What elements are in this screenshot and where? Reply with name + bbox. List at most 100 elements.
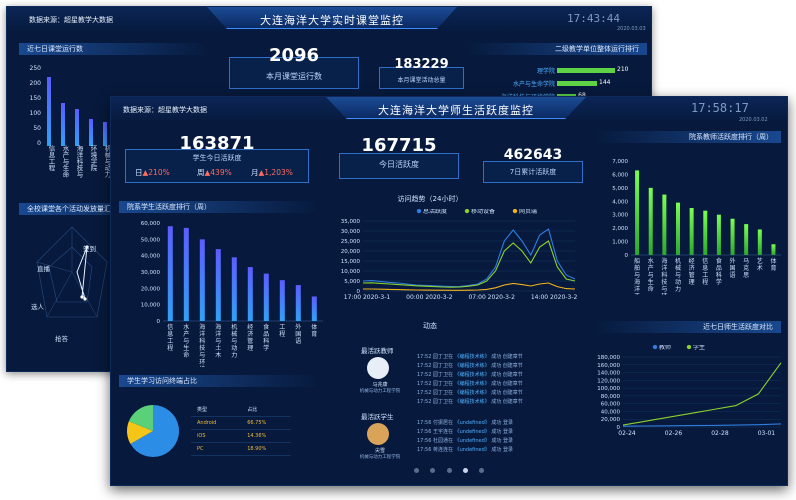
carousel-dot[interactable]	[446, 468, 452, 473]
x-tick-label-char: 语	[295, 337, 301, 345]
rank-row: 理学院 210	[477, 65, 647, 75]
bar	[676, 202, 680, 255]
feed-token: 蒋连连在	[433, 447, 455, 453]
kpi3-label: 7日累计活跃度	[509, 168, 557, 176]
feed-token: 17:56	[417, 420, 433, 426]
carousel-dot[interactable]	[430, 468, 436, 473]
month-label: 月	[251, 168, 259, 177]
pie-slice	[128, 405, 153, 431]
y-tick-label: 60,000	[601, 402, 621, 408]
x-tick-label-char: 船	[634, 257, 640, 265]
y-tick-label: 35,000	[341, 219, 361, 225]
table-cell: Android	[191, 416, 242, 430]
bar	[730, 218, 735, 255]
feed-token: 成功	[491, 363, 503, 369]
bar	[279, 280, 285, 321]
x-tick-label: 17:00 2020-3-1	[344, 294, 391, 301]
y-tick-label: 250	[29, 65, 41, 72]
bar	[231, 257, 237, 321]
x-tick-label-char: 动	[231, 345, 237, 352]
x-tick-label-char: 与	[661, 285, 667, 293]
feed-token: 《编程技术练》	[454, 399, 492, 405]
feed-line: 17:52 园丁卫在 《编程技术练》 成功 创建章节	[417, 380, 523, 389]
x-tick-label-char: 工	[702, 272, 708, 279]
bar	[47, 77, 51, 146]
x-tick-label-char: 洋	[199, 330, 205, 338]
feed-token: 园丁卫在	[433, 399, 455, 405]
x-tick-label-char: 外	[295, 323, 301, 331]
y-tick-label: 50	[33, 125, 41, 132]
y-tick-label: 80,000	[601, 394, 621, 400]
x-tick-label-char: 机	[675, 257, 681, 265]
carousel-dot[interactable]	[478, 468, 484, 473]
x-tick-label-char: 工	[167, 338, 173, 345]
x-tick-label-char: 科	[199, 337, 205, 345]
feed-line: 17:52 园丁卫在 《编程技术练》 成功 创建章节	[417, 389, 523, 398]
x-tick-label-char: 管	[247, 337, 253, 345]
feed-token: 17:56	[417, 429, 433, 435]
x-tick-label-char: 环	[199, 359, 205, 366]
x-tick-label-char: 技	[199, 344, 205, 352]
bar	[757, 229, 762, 255]
feed-token: 成功	[491, 420, 503, 426]
y-tick-label: 140,000	[597, 371, 620, 377]
kpi1-day-growth: 日▲210%	[135, 167, 170, 178]
feed-token: 登录	[502, 438, 513, 444]
rank-bar	[557, 68, 615, 73]
x-tick-label-char: 科	[263, 337, 269, 345]
carousel-dot[interactable]	[414, 468, 420, 473]
rank-name: 理学院	[536, 68, 555, 75]
x-tick-label-char: 力	[231, 351, 237, 359]
feed-token: 园丁卫在	[433, 372, 455, 378]
teacher-rank-title: 院系教师活跃度排行（周）	[595, 131, 781, 143]
feed-token: 创建章节	[502, 399, 523, 405]
x-tick-label-char: 土	[215, 344, 221, 352]
y-tick-label: 20,000	[601, 417, 621, 423]
x-tick-label-char: 海	[634, 278, 640, 286]
week-value: 439%	[210, 168, 232, 177]
feed-token: 创建章节	[502, 363, 523, 369]
bar	[89, 119, 93, 146]
feed-token: 《undefined》	[454, 420, 492, 426]
x-tick-label-char: 命	[648, 285, 654, 293]
x-tick-label-char: 舶	[634, 264, 640, 272]
student-activity-feed: 17:56 付振居在 《undefined》 成功 登录 17:56 王宇连在 …	[417, 419, 513, 455]
feed-line: 17:52 园丁卫在 《编程技术练》 成功 创建章节	[417, 398, 523, 407]
y-tick-label: 15,000	[341, 259, 361, 265]
y-tick-label: 0	[37, 140, 41, 147]
bar	[311, 296, 317, 321]
y-tick-label: 200	[29, 80, 41, 87]
y-tick-label: 40,000	[141, 254, 161, 260]
feed-token: 17:52	[417, 354, 433, 360]
table-cell: 14.36%	[241, 429, 291, 443]
series-line	[362, 228, 576, 288]
feed-token: 17:56	[417, 438, 433, 444]
y-tick-label: 0	[625, 253, 629, 259]
pie-slice	[130, 405, 179, 457]
x-tick-label-char: 动	[675, 279, 681, 286]
front-data-source: 数据来源：超星教学大数据	[123, 106, 207, 114]
x-tick-label-char: 与	[183, 337, 189, 345]
rank-value: 68	[578, 92, 586, 99]
legend-label: 移动设备	[471, 209, 495, 215]
student-name: 尖雪	[374, 448, 385, 454]
up-arrow-icon: ▲	[142, 168, 149, 177]
front-page-title: 大连海洋大学师生活跃度监控	[378, 104, 534, 117]
feed-token: 园丁卫在	[433, 381, 455, 387]
student-rank-title: 院系学生活跃度排行（周）	[119, 201, 319, 213]
x-tick-label-char: 理	[247, 345, 253, 352]
carousel-dot-active[interactable]	[462, 468, 468, 473]
x-tick-label: 02-24	[618, 430, 636, 437]
back-kpi-main-label: 本月课堂运行数	[266, 72, 322, 81]
back-kpi-sec-box	[379, 67, 464, 89]
x-tick-label-char: 思	[743, 272, 749, 279]
kpi2-box	[339, 153, 459, 179]
x-tick-label-char: 产	[183, 330, 189, 338]
x-tick-label-char: 与	[215, 337, 221, 345]
x-tick-label-char: 育	[311, 330, 317, 338]
feed-token: 登录	[502, 429, 513, 435]
feed-token: 《编程技术练》	[454, 381, 492, 387]
y-tick-label: 20,000	[341, 249, 361, 255]
x-tick-label-char: 外	[730, 257, 736, 265]
bar	[716, 214, 721, 255]
